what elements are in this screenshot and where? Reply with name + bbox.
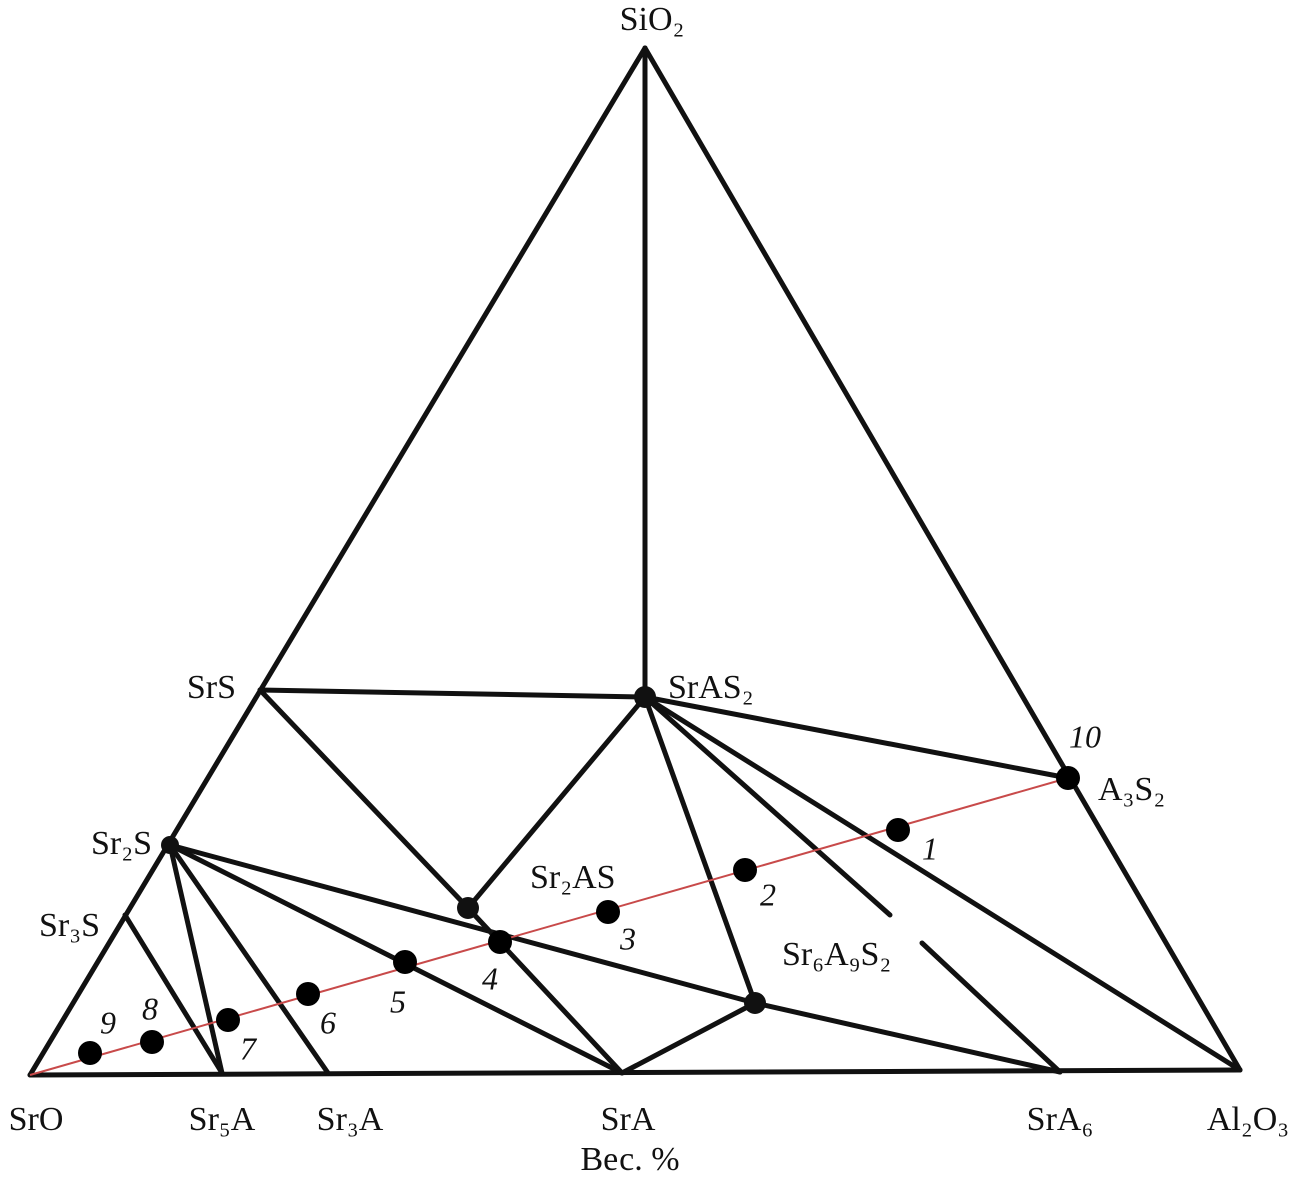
phase-label: Sr₂AS <box>530 859 616 896</box>
point-label: 9 <box>100 1004 116 1040</box>
sample-point <box>596 900 620 924</box>
sample-point <box>886 818 910 842</box>
phase-label: SrO <box>9 1101 64 1138</box>
axis-label: Вес. % <box>580 1141 679 1178</box>
point-label: 10 <box>1069 718 1101 754</box>
point-label: 8 <box>142 990 158 1026</box>
phase-label: Sr₂S <box>91 825 152 862</box>
sample-point <box>296 982 320 1006</box>
phase-label: SrS <box>187 669 236 706</box>
point-label: 6 <box>320 1004 336 1040</box>
phase-label: Sr₃S <box>39 907 100 944</box>
phase-label: Sr₃A <box>317 1101 384 1138</box>
sample-point <box>140 1030 164 1054</box>
phase-label: SrA <box>601 1101 656 1138</box>
sample-point <box>216 1008 240 1032</box>
sample-point <box>78 1041 102 1065</box>
point-label: 7 <box>240 1030 258 1066</box>
point-label: 1 <box>922 830 938 866</box>
junctions <box>161 686 766 1014</box>
phase-label: Al₂O₃ <box>1207 1101 1289 1138</box>
phase-label: Sr₆A₉S₂ <box>782 936 891 973</box>
point-label: 5 <box>390 983 406 1019</box>
point-label: 4 <box>482 960 498 996</box>
point-label: 2 <box>760 876 776 912</box>
sample-point <box>733 858 757 882</box>
sample-point <box>488 930 512 954</box>
tie-lines <box>27 45 1243 1078</box>
phase-label: SrAS₂ <box>668 669 754 706</box>
point-label: 3 <box>619 920 636 956</box>
phase-label: SrA₆ <box>1027 1101 1094 1138</box>
phase-label: SiO₂ <box>620 1 685 38</box>
sample-point <box>393 950 417 974</box>
phase-label: A₃S₂ <box>1098 771 1165 808</box>
phase-label: Sr₅A <box>189 1101 256 1138</box>
sample-point <box>1056 766 1080 790</box>
